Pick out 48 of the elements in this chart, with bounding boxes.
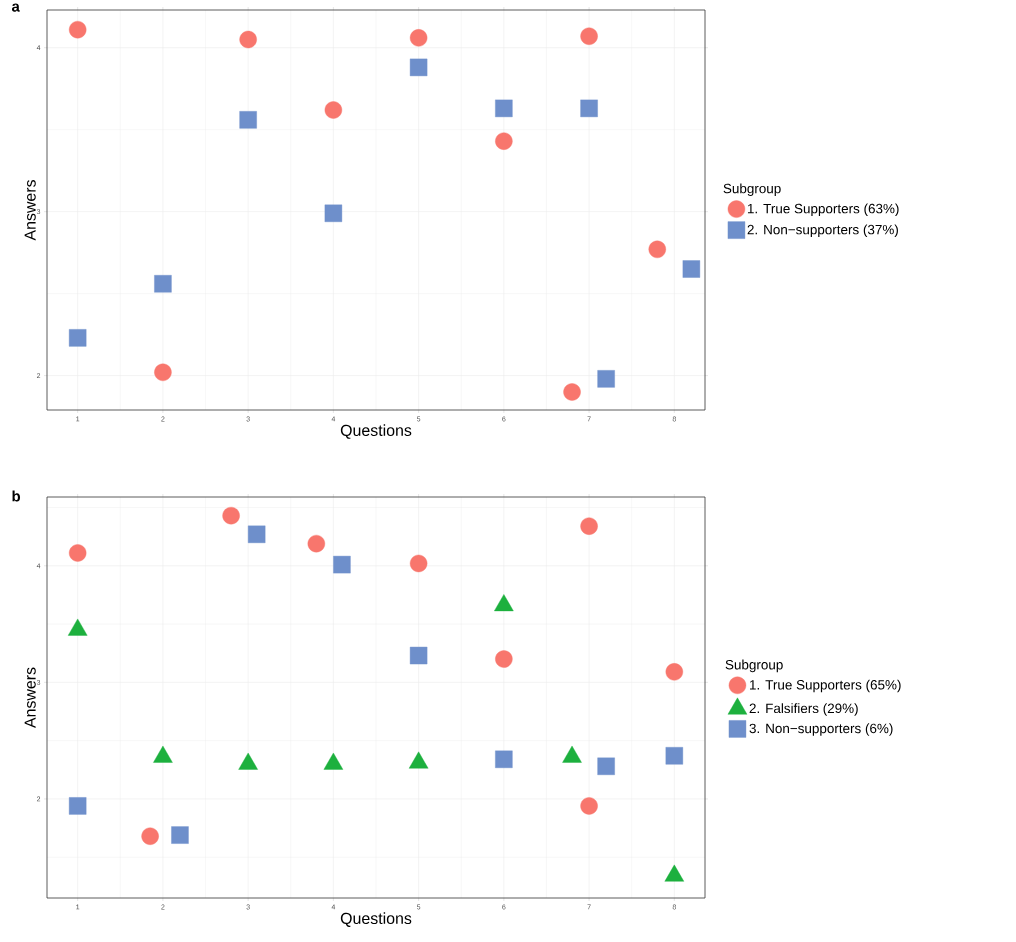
legend-title: Subgroup	[723, 183, 781, 196]
point	[68, 797, 87, 815]
point	[154, 275, 172, 293]
y-axis-title: Answers	[24, 180, 36, 241]
legend-label: 3. Non−supporters (6%)	[749, 723, 893, 736]
legend-label: 2. Non−supporters (37%)	[747, 224, 898, 238]
point	[141, 827, 159, 845]
x-axis-title: Questions	[340, 912, 412, 927]
point	[247, 525, 266, 544]
point	[409, 58, 428, 77]
point	[648, 240, 666, 259]
point	[597, 370, 615, 388]
point	[68, 329, 87, 347]
chart-title: a	[11, 3, 20, 12]
point	[333, 555, 351, 574]
point	[409, 646, 428, 665]
point	[239, 30, 257, 49]
point	[68, 544, 87, 562]
point	[324, 101, 343, 119]
point	[495, 99, 513, 118]
chart-title: b	[12, 490, 21, 502]
point	[239, 111, 257, 129]
point	[580, 517, 598, 535]
legend-label: 2. Falsifiers (29%)	[749, 703, 858, 716]
point	[665, 747, 684, 765]
point	[324, 204, 343, 222]
point	[580, 27, 598, 45]
point	[409, 554, 428, 573]
x-axis-title: Questions	[340, 424, 412, 439]
point	[307, 534, 326, 553]
point	[171, 826, 189, 844]
point	[682, 260, 701, 278]
point	[495, 650, 513, 668]
point	[580, 797, 598, 815]
legend-label: 1. True Supporters (63%)	[747, 203, 899, 217]
point	[68, 20, 87, 39]
point	[580, 99, 598, 118]
point	[222, 506, 240, 525]
point	[665, 663, 684, 681]
point	[563, 383, 581, 401]
point	[495, 750, 513, 768]
point	[154, 363, 172, 381]
legend-label: 1. True Supporters (65%)	[750, 679, 901, 693]
point	[409, 29, 428, 47]
point	[495, 132, 513, 150]
legend-title: Subgroup	[725, 659, 783, 673]
point	[597, 757, 615, 775]
y-axis-title: Answers	[24, 667, 36, 729]
